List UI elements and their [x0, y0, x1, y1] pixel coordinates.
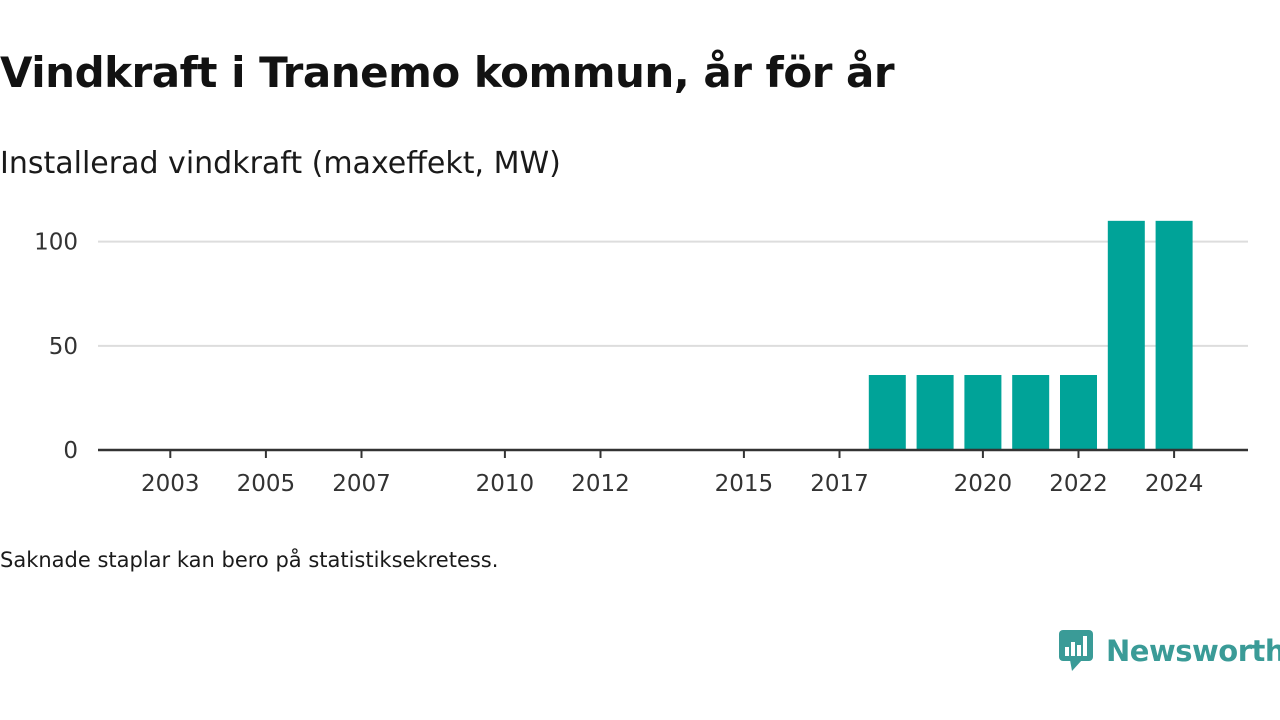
bar-2019 — [916, 375, 954, 450]
bars — [868, 220, 1193, 450]
y-tick-label: 50 — [49, 334, 78, 360]
bar-2022 — [1060, 375, 1097, 450]
footnote: Saknade staplar kan bero på statistiksek… — [0, 548, 499, 572]
x-tick-label: 2015 — [715, 471, 774, 497]
x-tick-label: 2012 — [571, 471, 630, 497]
bar-2021 — [1012, 375, 1050, 450]
y-tick-label: 100 — [34, 230, 78, 256]
bar-2018 — [868, 375, 906, 450]
newsworthy-logo: Newsworthy — [1058, 628, 1280, 674]
bar-chart: 0 50 100 2003 2005 2007 2010 2012 2015 2017 2020 20… — [34, 220, 1248, 497]
bar-2020 — [964, 375, 1002, 450]
gridlines — [98, 240, 1248, 347]
x-tick-label: 2007 — [332, 471, 391, 497]
x-tick-label: 2020 — [954, 471, 1013, 497]
x-tick-label: 2005 — [237, 471, 296, 497]
x-tick-label: 2017 — [810, 471, 869, 497]
newsworthy-logo-icon — [1059, 630, 1093, 671]
axes: 0 50 100 2003 2005 2007 2010 2012 2015 2017 2020 20… — [34, 230, 1248, 497]
bar-2024 — [1155, 220, 1193, 450]
chart-title: Vindkraft i Tranemo kommun, år för år — [0, 48, 895, 97]
x-tick-label: 2010 — [476, 471, 535, 497]
x-tick-label: 2024 — [1145, 471, 1204, 497]
chart-subtitle: Installerad vindkraft (maxeffekt, MW) — [0, 146, 561, 181]
brand-name: Newsworthy — [1106, 634, 1280, 668]
bar-2023 — [1107, 220, 1145, 450]
x-tick-label: 2003 — [141, 471, 200, 497]
y-tick-label: 0 — [63, 438, 78, 464]
x-tick-label: 2022 — [1049, 471, 1108, 497]
